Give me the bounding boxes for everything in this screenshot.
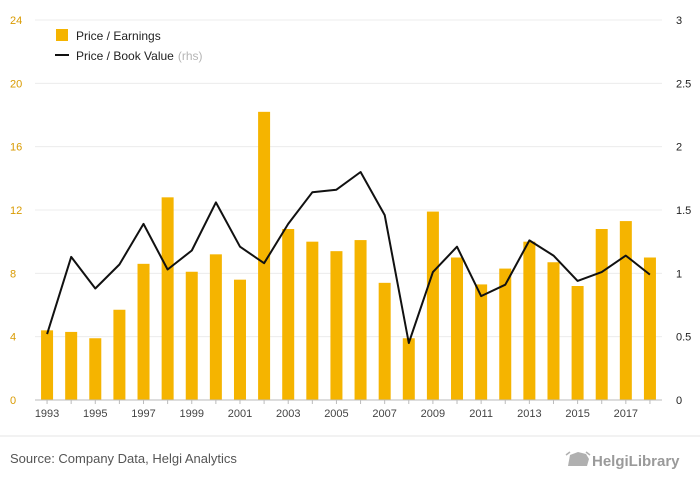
x-tick-label: 2003 xyxy=(276,408,300,420)
pe-bar xyxy=(451,257,464,400)
x-tick-label: 1999 xyxy=(180,408,204,420)
legend-label-pbv-suffix: (rhs) xyxy=(178,49,203,63)
pe-bar xyxy=(547,262,560,400)
legend-label-pbv-name: Price / Book Value xyxy=(76,49,174,63)
pe-bar xyxy=(161,197,174,400)
y-right-tick-label: 0 xyxy=(676,395,682,407)
source-note: Source: Company Data, Helgi Analytics xyxy=(10,451,237,466)
x-tick-label: 2011 xyxy=(469,408,493,420)
pe-bar xyxy=(402,338,415,400)
pe-bar xyxy=(89,338,102,400)
x-tick-label: 2015 xyxy=(565,408,589,420)
x-tick-label: 1993 xyxy=(35,408,59,420)
x-tick-label: 2007 xyxy=(372,408,396,420)
y-left-tick-label: 4 xyxy=(10,332,16,344)
y-right-tick-label: 1.5 xyxy=(676,205,691,217)
pe-bar xyxy=(378,282,391,400)
pe-bar xyxy=(354,240,367,400)
legend: Price / Earnings Price / Book Value (rhs) xyxy=(55,29,203,63)
pbv-line-layer xyxy=(46,171,651,344)
y-left-tick-label: 16 xyxy=(10,142,22,154)
legend-swatch-pe xyxy=(56,29,68,41)
y-left-tick-label: 12 xyxy=(10,205,22,217)
x-tick-label: 1995 xyxy=(83,408,107,420)
pe-bar xyxy=(258,111,271,400)
pe-bar xyxy=(41,330,54,400)
pe-bar xyxy=(137,263,150,400)
pe-bar xyxy=(113,309,126,400)
pe-bar xyxy=(499,268,512,400)
y-left-tick-label: 0 xyxy=(10,395,16,407)
y-right-tick-label: 3 xyxy=(676,15,682,27)
pbv-line xyxy=(46,171,651,344)
pe-bar xyxy=(475,284,488,400)
x-tick-label: 2001 xyxy=(228,408,252,420)
y-right-tick-label: 1 xyxy=(676,268,682,280)
legend-label-pbv: Price / Book Value (rhs) xyxy=(76,49,203,63)
pe-bars xyxy=(41,111,656,400)
footer: Source: Company Data, Helgi Analytics He… xyxy=(0,435,700,470)
axes: 0 0 4 0.5 8 1 12 1.5 16 2 20 2.5 24 3 1993 1995 1997 1999… xyxy=(10,15,691,420)
pe-bar xyxy=(619,221,632,400)
y-right-tick-label: 2 xyxy=(676,142,682,154)
pe-bar xyxy=(185,271,198,400)
legend-label-pe: Price / Earnings xyxy=(76,29,161,43)
pe-bar xyxy=(209,254,222,400)
pe-bar xyxy=(65,331,78,400)
y-left-tick-label: 8 xyxy=(10,268,16,280)
y-left-tick-label: 20 xyxy=(10,78,22,90)
x-tick-label: 2013 xyxy=(517,408,541,420)
x-tick-label: 2017 xyxy=(614,408,638,420)
bull-icon xyxy=(565,451,591,466)
x-tick-label: 2009 xyxy=(421,408,445,420)
x-tick-label: 1997 xyxy=(131,408,155,420)
y-right-tick-label: 2.5 xyxy=(676,78,691,90)
pe-bar xyxy=(595,229,608,400)
grid-lines xyxy=(35,19,662,338)
y-left-tick-label: 24 xyxy=(10,15,22,27)
x-tick-label: 2005 xyxy=(324,408,348,420)
pe-bar xyxy=(306,241,319,400)
pe-bar xyxy=(330,251,343,400)
pe-bar xyxy=(282,229,295,400)
pe-bar xyxy=(426,211,439,400)
pe-bar xyxy=(571,286,584,400)
logo-text: HelgiLibrary xyxy=(592,453,680,470)
pe-bar xyxy=(233,279,246,400)
helgi-library-logo: HelgiLibrary xyxy=(565,451,680,470)
pe-bar xyxy=(523,241,536,400)
pe-bar xyxy=(643,257,656,400)
y-right-tick-label: 0.5 xyxy=(676,332,691,344)
